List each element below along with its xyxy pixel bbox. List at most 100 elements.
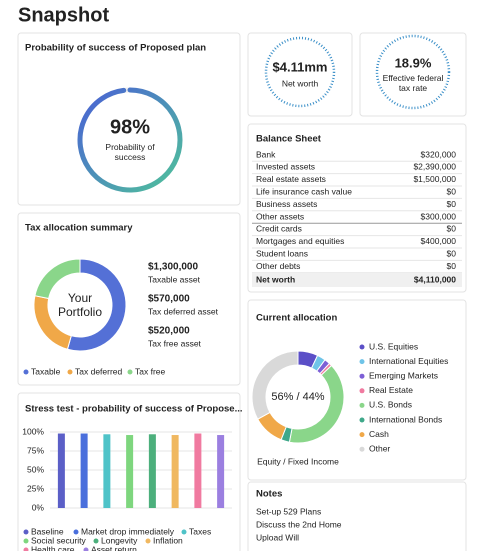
- card: [247, 481, 467, 551]
- legend-dot: [359, 359, 365, 365]
- legend-dot: [23, 547, 29, 551]
- note: Upload Will: [256, 532, 299, 542]
- center-label: 56% / 44%: [271, 391, 324, 403]
- row-label: Other debts: [256, 261, 300, 271]
- kpi-label-box: Effective federal tax rate: [382, 73, 444, 93]
- legend-label: Health care: [31, 544, 75, 551]
- legend-dot: [23, 529, 29, 535]
- row-label: Credit cards: [256, 224, 302, 234]
- legend-dot: [359, 446, 365, 452]
- legend-label: U.S. Equities: [369, 341, 418, 351]
- legend-label: Taxable: [31, 366, 61, 376]
- amount: $570,000: [148, 294, 190, 305]
- row-label: Life insurance cash value: [256, 186, 352, 196]
- legend-dot: [181, 529, 187, 535]
- row-value: $400,000: [421, 236, 457, 246]
- bar: [103, 434, 111, 508]
- legend-label: International Equities: [369, 356, 448, 366]
- bar: [194, 433, 202, 508]
- legend-dot: [73, 529, 79, 535]
- card: [247, 123, 467, 293]
- bar: [80, 433, 88, 508]
- legend-label: Inflation: [153, 535, 183, 545]
- card-title: Balance Sheet: [256, 134, 322, 145]
- legend-dot: [23, 369, 29, 375]
- kpi-label: Net worth: [282, 78, 319, 88]
- label: Probability of success: [105, 142, 155, 162]
- bar: [217, 435, 225, 508]
- kpi-label: Effective federal tax rate: [382, 73, 444, 93]
- legend-dot: [359, 402, 365, 408]
- legend-dot: [93, 538, 99, 544]
- kpi-value: $4.11mm: [273, 59, 328, 74]
- card: [247, 32, 353, 117]
- legend-label: Longevity: [101, 535, 138, 545]
- y-tick-label: 75%: [27, 445, 44, 455]
- row-label: Bank: [256, 149, 276, 159]
- bar: [126, 435, 134, 508]
- row-label: Real estate assets: [256, 174, 326, 184]
- row-label: Business assets: [256, 199, 317, 209]
- bar: [57, 433, 65, 508]
- row-label: Student loans: [256, 248, 308, 258]
- row-value: $0: [447, 248, 457, 258]
- legend-dot: [145, 538, 151, 544]
- text-box: Your Portfolio: [57, 291, 103, 319]
- page-title: Snapshot: [18, 4, 109, 26]
- y-tick-label: 100%: [22, 426, 44, 436]
- card-title: Current allocation: [256, 313, 337, 324]
- card-title: Stress test - probability of success of …: [25, 404, 243, 415]
- bar: [148, 434, 156, 508]
- row-value: $2,390,000: [413, 162, 456, 172]
- row-value: $300,000: [421, 211, 457, 221]
- gauge-arc: [77, 87, 183, 193]
- row-value: $0: [447, 261, 457, 271]
- kpi-value: 18.9%: [395, 55, 432, 70]
- legend-dot: [359, 344, 365, 350]
- row-label: Mortgages and equities: [256, 236, 344, 246]
- row-value: $0: [447, 199, 457, 209]
- legend-dot: [127, 369, 133, 375]
- legend-label: International Bonds: [369, 414, 442, 424]
- legend-label: Real Estate: [369, 385, 413, 395]
- legend-label: Tax free: [135, 366, 166, 376]
- caption: Equity / Fixed Income: [257, 456, 339, 466]
- card-title: Tax allocation summary: [25, 223, 133, 234]
- amount: $1,300,000: [148, 262, 198, 273]
- label: Your Portfolio: [57, 291, 103, 319]
- legend-dot: [359, 388, 365, 394]
- amount-desc: Tax deferred asset: [148, 306, 219, 316]
- legend-dot: [23, 538, 29, 544]
- kpi-ring: [264, 36, 336, 108]
- row-value: $4,110,000: [414, 274, 456, 284]
- amount-desc: Tax free asset: [148, 338, 202, 348]
- y-tick-label: 25%: [27, 483, 44, 493]
- amount: $520,000: [148, 326, 190, 337]
- y-tick-label: 0%: [32, 502, 45, 512]
- card: [17, 32, 241, 206]
- legend-label: Cash: [369, 429, 389, 439]
- text-box: Probability of success: [105, 142, 155, 162]
- legend-dot: [359, 417, 365, 423]
- legend-label: Taxes: [189, 526, 211, 536]
- legend-label: Tax deferred: [75, 366, 123, 376]
- donut-segment: [34, 258, 81, 300]
- row-value: $0: [447, 224, 457, 234]
- row-label: Other assets: [256, 211, 304, 221]
- note: Set-up 529 Plans: [256, 506, 321, 516]
- gauge-value: 98%: [110, 116, 150, 138]
- legend-label: Other: [369, 443, 390, 453]
- legend-label: Emerging Markets: [369, 370, 438, 380]
- amount-desc: Taxable asset: [148, 274, 201, 284]
- bar: [171, 435, 179, 508]
- legend-dot: [359, 432, 365, 438]
- legend-label: Asset return: [91, 544, 137, 551]
- row-label: Net worth: [256, 274, 295, 284]
- legend-label: Market drop immediately: [81, 526, 175, 536]
- legend-dot: [359, 373, 365, 379]
- row-value: $0: [447, 186, 457, 196]
- y-tick-label: 50%: [27, 464, 44, 474]
- legend-dot: [83, 547, 89, 551]
- card-title: Probability of success of Proposed plan: [25, 43, 206, 54]
